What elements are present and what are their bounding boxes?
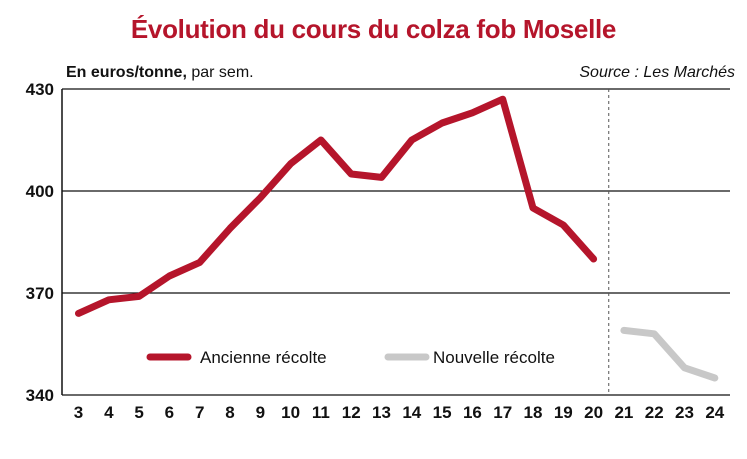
x-tick-15: 15 [433, 403, 452, 422]
x-tick-6: 6 [165, 403, 174, 422]
x-tick-13: 13 [372, 403, 391, 422]
gridlines [61, 88, 730, 396]
x-tick-16: 16 [463, 403, 482, 422]
unit-rest: par sem. [186, 64, 254, 81]
unit-bold: En euros/tonne, [66, 64, 187, 81]
x-tick-11: 11 [312, 403, 330, 422]
source-label: Source : Les Marchés [579, 64, 735, 81]
chart-card [14, 8, 734, 448]
x-tick-24: 24 [705, 403, 724, 422]
series-lines [75, 95, 719, 382]
x-tick-10: 10 [281, 403, 300, 422]
x-tick-20: 20 [584, 403, 603, 422]
legend-label-1: Nouvelle récolte [433, 348, 555, 367]
legend: Ancienne récolte Nouvelle récolte [146, 348, 555, 367]
x-tick-12: 12 [342, 403, 361, 422]
x-tick-18: 18 [524, 403, 543, 422]
y-tick-370: 370 [26, 284, 54, 303]
y-axis-unit-label: En euros/tonne, par sem. [66, 64, 254, 82]
series-line-ancienne-r-colte [75, 95, 598, 317]
y-tick-400: 400 [26, 182, 54, 201]
x-tick-22: 22 [645, 403, 664, 422]
x-tick-14: 14 [402, 403, 421, 422]
y-tick-430: 430 [26, 80, 54, 99]
x-tick-3: 3 [74, 403, 83, 422]
y-tick-340: 340 [26, 386, 54, 405]
x-tick-4: 4 [104, 403, 114, 422]
x-tick-19: 19 [554, 403, 573, 422]
x-tick-labels: 3 4 5 6 7 8 9 10 11 12 13 14 15 16 17 18 19 20 21 22 23 24 [74, 403, 725, 422]
chart-title: Évolution du cours du colza fob Moselle [130, 14, 617, 44]
x-tick-7: 7 [195, 403, 204, 422]
x-tick-8: 8 [225, 403, 234, 422]
x-tick-23: 23 [675, 403, 694, 422]
series-line-nouvelle-r-colte [620, 326, 719, 382]
x-tick-9: 9 [256, 403, 265, 422]
legend-label-0: Ancienne récolte [200, 348, 327, 367]
x-tick-17: 17 [493, 403, 512, 422]
y-tick-labels: 340 370 400 430 [26, 80, 54, 405]
x-tick-21: 21 [614, 403, 633, 422]
x-tick-5: 5 [134, 403, 143, 422]
